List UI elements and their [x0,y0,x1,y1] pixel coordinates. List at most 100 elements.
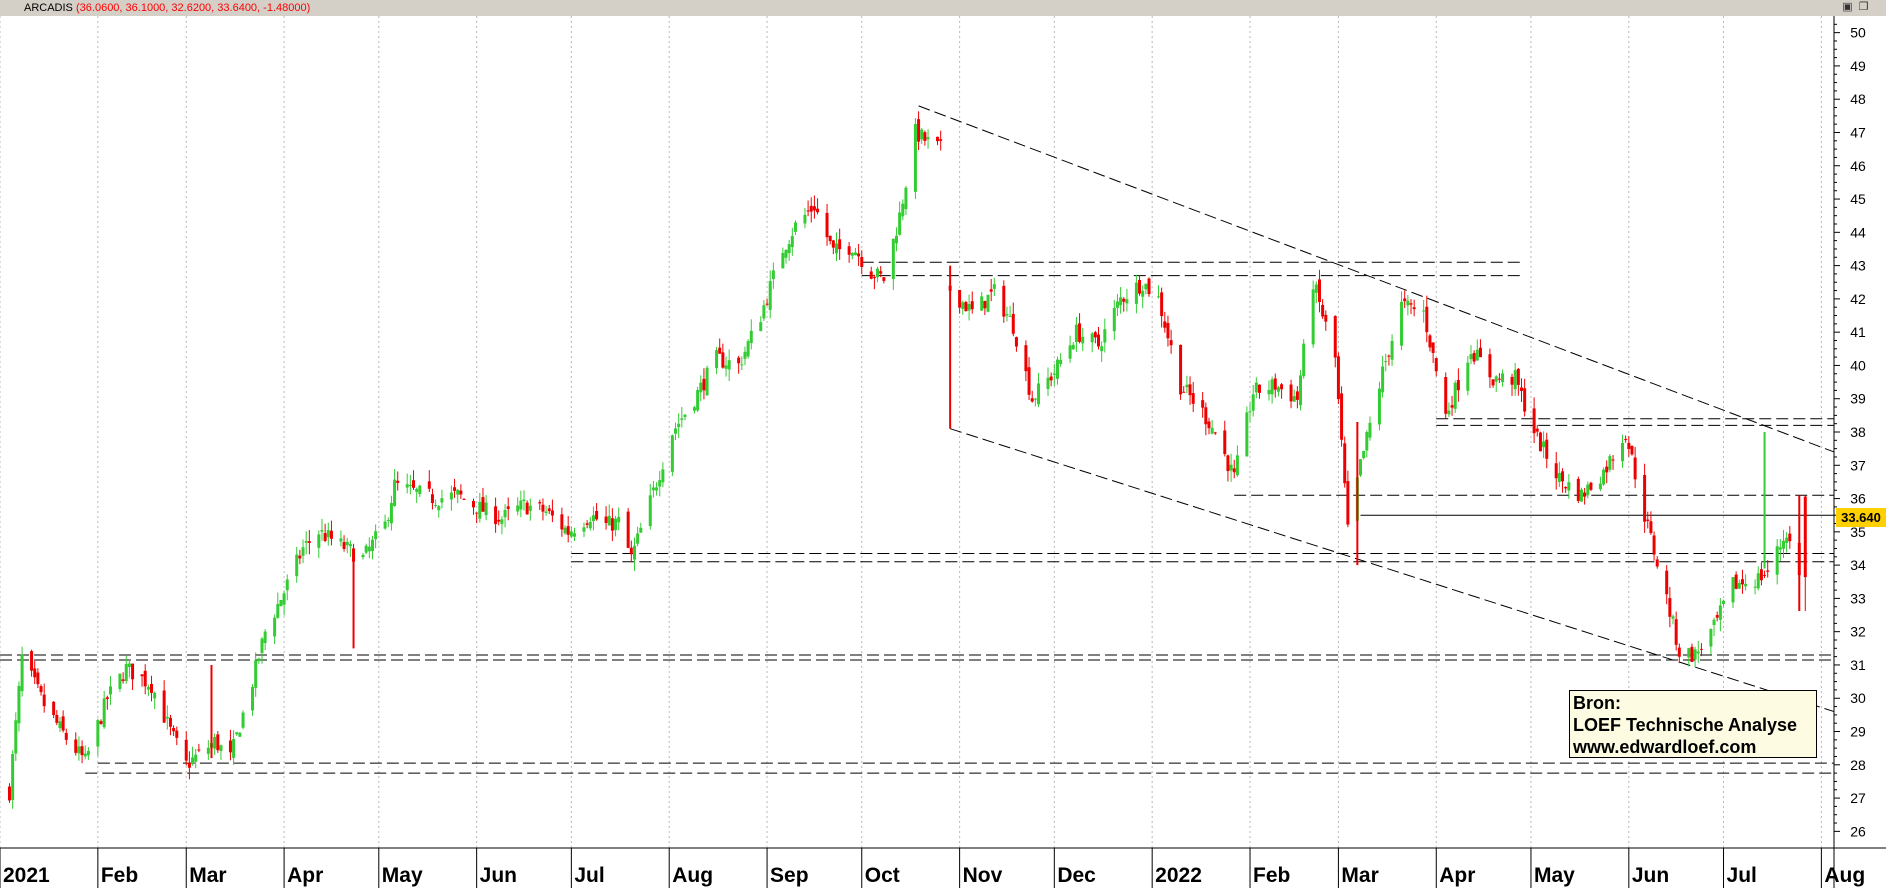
candle-body-up [1390,340,1394,360]
candle-body-up [1712,619,1716,625]
candle-body-down [1289,384,1293,402]
candle-body-up [904,187,908,210]
candle-body-up [680,418,684,420]
candle-body-up [257,658,261,662]
candle-body-down [737,357,741,364]
candle-body-up [1008,315,1012,317]
candle-body-down [187,762,191,768]
y-tick-label: 27 [1850,790,1866,806]
chart-options-icon[interactable]: ▣ [1842,1,1853,13]
candle-body-up [1602,469,1606,485]
candle-body-up [1687,648,1691,658]
candle-body-down [481,497,485,512]
window-restore-icon[interactable]: ❐ [1858,1,1869,13]
candle-body-down [352,548,356,562]
candle-body-up [793,222,797,232]
candle-body-down [1093,332,1097,338]
candle-body-up [1494,376,1498,382]
candle-body-down [1169,340,1173,346]
candle-body-down [825,212,829,238]
y-tick-label: 28 [1850,757,1866,773]
symbol-label: ARCADIS [24,2,73,14]
candle-body-up [1469,354,1473,360]
candle-body-up [1254,382,1258,393]
candle-body-down [1188,384,1192,396]
candle-body-down [1523,388,1527,412]
y-tick-label: 39 [1850,391,1866,407]
candle-body-down [1403,298,1407,302]
candle-body-down [143,670,147,687]
trendline [918,105,1835,453]
candle-body-up [434,505,438,507]
candle-body-down [30,651,34,671]
candle-body-up [986,294,990,312]
candle-body-up [345,541,349,546]
candle-body-up [393,479,397,507]
candle-body-up [1381,366,1385,393]
candle-body-down [939,139,943,141]
candle-body-up [374,531,378,540]
candle-body-up [118,673,122,689]
candle-body-up [449,492,453,500]
y-tick-label: 47 [1850,124,1866,140]
candle-body-up [386,520,390,522]
candle-body-down [828,235,832,242]
candle-body-down [1207,421,1211,429]
candle-body-down [1655,559,1659,567]
candle-body-down [1273,378,1277,390]
candle-body-down [1336,356,1340,400]
candle-body-down [1191,393,1195,404]
candle-body-up [1384,361,1388,363]
candle-body-down [1564,486,1568,489]
candle-body-down [872,276,876,278]
candle-body-down [538,502,542,504]
candle-body-down [1576,478,1580,501]
candle-body-down [721,352,725,368]
candle-body-down [1182,391,1186,393]
candle-body-up [655,487,659,491]
candle-body-up [1071,344,1075,350]
candle-body-up [219,745,223,751]
candle-body-up [124,663,128,682]
candle-body-up [1037,383,1041,405]
candle-body-down [175,730,179,738]
candle-body-down [1425,306,1429,333]
candle-body-up [724,365,728,369]
y-tick-label: 46 [1850,158,1866,174]
candle-body-up [894,235,898,244]
candle-body-up [348,544,352,547]
candle-body-up [588,522,592,529]
candle-body-up [740,364,744,366]
candle-body-up [1368,422,1372,438]
candle-body-up [1377,388,1381,425]
candle-body-down [860,257,864,267]
candle-body-up [1598,483,1602,490]
y-tick-label: 33 [1850,590,1866,606]
candle-body-up [326,530,330,538]
plot-area [0,16,1834,848]
candle-body-down [197,749,201,751]
candle-body-up [607,515,611,526]
candle-body-down [42,694,46,707]
candle-body-up [683,414,687,417]
candle-body-down [857,253,861,257]
candle-body-down [1030,398,1034,402]
candle-body-down [1740,579,1744,585]
candle-body-down [1324,314,1328,322]
candle-body-up [1406,300,1410,306]
y-tick-label: 30 [1850,690,1866,706]
candle-body-down [1677,647,1681,657]
candle-body-up [661,469,665,483]
candle-body-down [140,674,144,677]
candle-body-up [1055,359,1059,379]
y-tick-label: 34 [1850,557,1866,573]
candle-body-down [1179,344,1183,395]
candle-body-up [1671,616,1675,619]
candle-body-down [983,300,987,309]
y-tick-label: 44 [1850,224,1866,240]
candle-body-up [1144,283,1148,290]
candle-body-down [1257,384,1261,393]
candle-body-up [522,499,526,501]
source-box: Bron: LOEF Technische Analyse www.edward… [1569,690,1817,758]
y-tick-label: 38 [1850,424,1866,440]
